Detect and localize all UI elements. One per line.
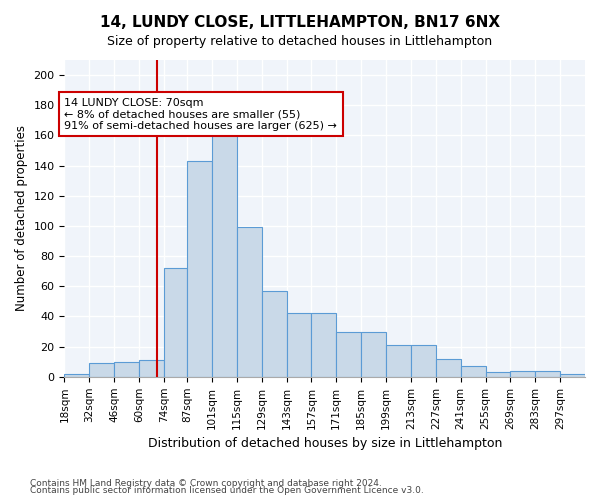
- Bar: [361, 332, 386, 377]
- Text: Contains HM Land Registry data © Crown copyright and database right 2024.: Contains HM Land Registry data © Crown c…: [30, 478, 382, 488]
- Bar: [436, 358, 461, 377]
- Bar: [262, 291, 287, 377]
- Bar: [139, 360, 164, 377]
- Bar: [89, 363, 114, 377]
- Text: Size of property relative to detached houses in Littlehampton: Size of property relative to detached ho…: [107, 35, 493, 48]
- Bar: [560, 374, 585, 377]
- Bar: [187, 161, 212, 377]
- X-axis label: Distribution of detached houses by size in Littlehampton: Distribution of detached houses by size …: [148, 437, 502, 450]
- Y-axis label: Number of detached properties: Number of detached properties: [15, 126, 28, 312]
- Bar: [461, 366, 485, 377]
- Bar: [386, 345, 411, 377]
- Text: 14, LUNDY CLOSE, LITTLEHAMPTON, BN17 6NX: 14, LUNDY CLOSE, LITTLEHAMPTON, BN17 6NX: [100, 15, 500, 30]
- Bar: [535, 371, 560, 377]
- Bar: [511, 371, 535, 377]
- Bar: [336, 332, 361, 377]
- Bar: [485, 372, 511, 377]
- Text: Contains public sector information licensed under the Open Government Licence v3: Contains public sector information licen…: [30, 486, 424, 495]
- Bar: [287, 314, 311, 377]
- Text: 14 LUNDY CLOSE: 70sqm
← 8% of detached houses are smaller (55)
91% of semi-detac: 14 LUNDY CLOSE: 70sqm ← 8% of detached h…: [64, 98, 337, 131]
- Bar: [212, 124, 237, 377]
- Bar: [311, 314, 336, 377]
- Bar: [114, 362, 139, 377]
- Bar: [237, 228, 262, 377]
- Bar: [64, 374, 89, 377]
- Bar: [164, 268, 187, 377]
- Bar: [411, 345, 436, 377]
